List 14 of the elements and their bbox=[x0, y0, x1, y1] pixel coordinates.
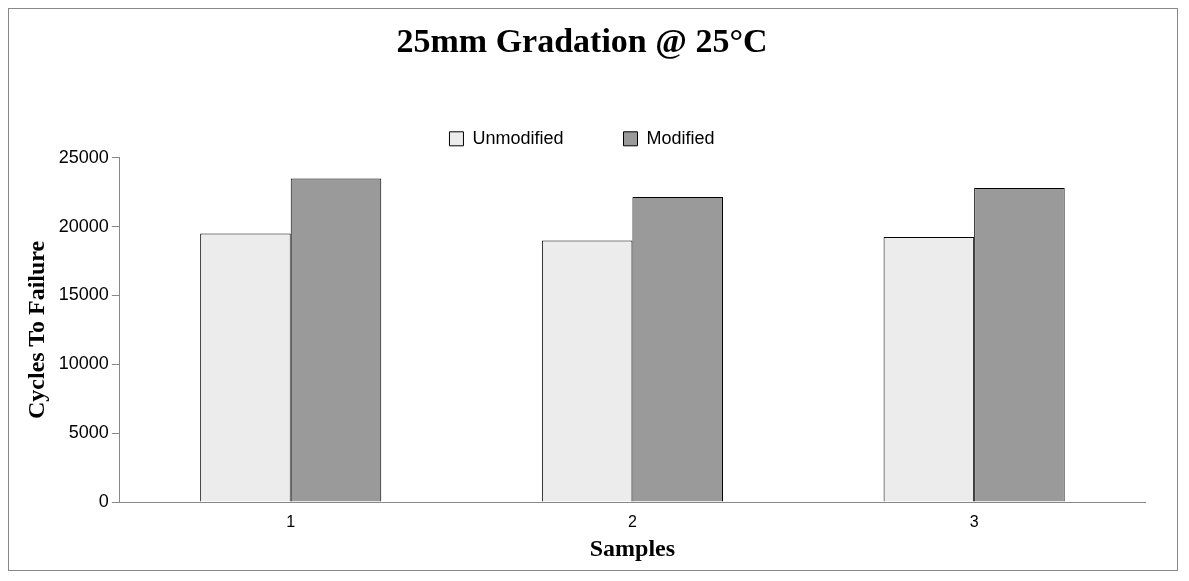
x-tick-label: 1 bbox=[286, 513, 296, 531]
y-axis-title: Cycles To Failure bbox=[22, 240, 49, 420]
y-tick-label: 0 bbox=[98, 490, 109, 511]
chart-title: 25mm Gradation @ 25°C bbox=[396, 22, 768, 60]
y-tick-label: 5000 bbox=[68, 422, 109, 443]
y-tick-label: 15000 bbox=[58, 284, 109, 305]
x-axis-title: Samples bbox=[589, 534, 676, 561]
legend-label: Unmodified bbox=[472, 127, 564, 148]
y-tick-label: 10000 bbox=[58, 353, 109, 374]
legend-label: Modified bbox=[646, 127, 715, 148]
y-tick-label: 25000 bbox=[58, 146, 109, 167]
x-tick-label: 3 bbox=[969, 513, 979, 531]
y-tick-label: 20000 bbox=[58, 215, 109, 236]
x-tick-label: 2 bbox=[627, 513, 637, 531]
